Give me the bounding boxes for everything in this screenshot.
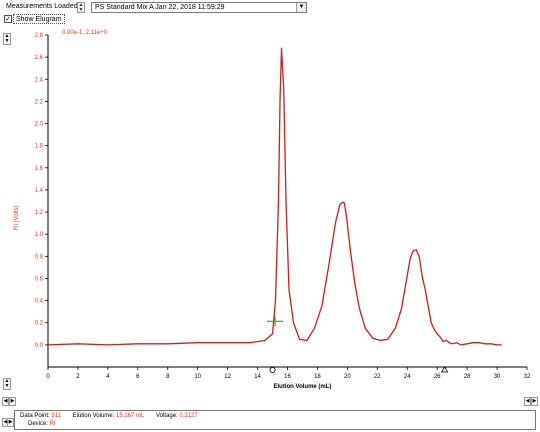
x-axis: 0 2 4 6 8 10 12 14 16 18 20 22 24 26 28 30 32 bbox=[46, 367, 531, 380]
arrow-right-icon[interactable]: ▶ bbox=[8, 419, 13, 425]
x-tick-label: 2 bbox=[76, 374, 80, 380]
y-tick-label: 0.0 bbox=[35, 343, 44, 349]
toolbar: Measurements Loaded 1: ▲ ▼ PS Standard M… bbox=[0, 0, 540, 14]
show-elugram-label: Show Elugram bbox=[13, 14, 65, 24]
y-axis-title: RI (Volts) bbox=[14, 205, 20, 230]
y-tick-label: 0.2 bbox=[35, 321, 44, 327]
show-elugram-checkbox[interactable]: ✓ bbox=[4, 15, 12, 23]
x-tick-label: 18 bbox=[314, 374, 321, 380]
x-tick-label: 4 bbox=[106, 374, 110, 380]
elution-volume-label: Elution Volume: bbox=[72, 413, 115, 419]
y-tick-label: 1.2 bbox=[35, 210, 44, 216]
x-tick-label: 28 bbox=[464, 374, 471, 380]
arrow-down-icon[interactable]: ▼ bbox=[4, 38, 10, 44]
arrow-right-icon[interactable]: ▶ bbox=[10, 398, 15, 404]
x-tick-label: 8 bbox=[166, 374, 170, 380]
x-tick-label: 16 bbox=[284, 374, 291, 380]
x-tick-label: 6 bbox=[136, 374, 140, 380]
x-tick-label: 0 bbox=[46, 374, 50, 380]
y-tick-label: 0.6 bbox=[35, 276, 44, 282]
arrow-left-icon[interactable]: ◀ bbox=[525, 398, 530, 404]
spinner-up-icon[interactable]: ▲ bbox=[78, 2, 84, 8]
arrow-left-icon[interactable]: ◀ bbox=[3, 398, 8, 404]
cursor-handle-icon[interactable] bbox=[269, 366, 276, 373]
measurement-spinner[interactable]: ▲ ▼ bbox=[77, 2, 85, 13]
y-tick-label: 2.2 bbox=[35, 99, 44, 105]
status-next-button[interactable]: ▶ bbox=[7, 418, 14, 427]
x-tick-label: 10 bbox=[194, 374, 201, 380]
voltage-label: Voltage: bbox=[156, 413, 178, 419]
scale-readout: 0.00e-1, 2.11e+0 bbox=[62, 30, 108, 36]
x-tick-label: 20 bbox=[344, 374, 351, 380]
y-tick-label: 1.4 bbox=[35, 188, 44, 194]
arrow-right-icon[interactable]: ▶ bbox=[532, 398, 537, 404]
measurement-select[interactable]: PS Standard Mix A Jan 22, 2018 11:59:29 … bbox=[91, 2, 307, 13]
arrow-left-icon[interactable]: ◀ bbox=[3, 419, 8, 425]
measurements-label: Measurements Loaded 1: bbox=[6, 3, 86, 10]
x-axis-title: Elution Volume (mL) bbox=[274, 384, 332, 390]
y-tick-label: 0.4 bbox=[35, 299, 44, 305]
arrow-up-icon[interactable]: ▲ bbox=[4, 378, 10, 384]
y-tick-label: 0.8 bbox=[35, 254, 44, 260]
y-axis: 0.0 0.2 0.4 0.6 0.8 1.0 1.2 1.4 1.6 1.8 2.0 2.2 2.4 2… bbox=[35, 33, 48, 349]
y-axis-bottom-stepper[interactable]: ▲ ▼ bbox=[3, 378, 11, 390]
x-tick-label: 12 bbox=[224, 374, 231, 380]
range-handle-icon[interactable] bbox=[440, 366, 449, 373]
x-tick-label: 30 bbox=[494, 374, 501, 380]
device-label: Device: bbox=[28, 421, 49, 427]
elution-volume-value: 15.167 mL bbox=[115, 413, 145, 419]
measurement-select-value: PS Standard Mix A Jan 22, 2018 11:59:29 bbox=[95, 4, 225, 11]
spinner-down-icon[interactable]: ▼ bbox=[78, 7, 84, 13]
y-tick-label: 1.0 bbox=[35, 232, 44, 238]
y-tick-label: 1.8 bbox=[35, 144, 44, 150]
x-tick-label: 24 bbox=[404, 374, 411, 380]
voltage-value: 0.2127 bbox=[179, 413, 198, 419]
y-axis-top-stepper[interactable]: ▲ ▼ bbox=[3, 33, 11, 45]
y-tick-label: 1.6 bbox=[35, 166, 44, 172]
y-tick-label: 2.6 bbox=[35, 55, 44, 61]
elugram-chart[interactable]: 0.00e-1, 2.11e+0 RI (Volts) Elution Volu… bbox=[0, 25, 540, 410]
y-tick-label: 2.4 bbox=[35, 77, 44, 83]
arrow-down-icon[interactable]: ▼ bbox=[4, 383, 10, 389]
device-value: RI bbox=[49, 421, 56, 427]
data-point-value: 911 bbox=[51, 413, 61, 419]
ri-trace-line bbox=[47, 47, 502, 346]
x-tick-label: 26 bbox=[434, 374, 441, 380]
data-point-status-panel: Data Point: 911 Elution Volume: 15.167 m… bbox=[14, 410, 536, 430]
arrow-up-icon[interactable]: ▲ bbox=[4, 33, 10, 39]
x-zoom-right-button[interactable]: ▶ bbox=[531, 397, 538, 406]
x-tick-label: 32 bbox=[524, 374, 531, 380]
x-scroll-right-button[interactable]: ▶ bbox=[9, 397, 16, 406]
x-tick-label: 22 bbox=[374, 374, 381, 380]
x-tick-label: 14 bbox=[254, 374, 261, 380]
data-point-label: Data Point: bbox=[20, 413, 50, 419]
chevron-down-icon[interactable]: ▼ bbox=[296, 3, 306, 12]
x-scroll-left-button[interactable]: ◀ bbox=[2, 397, 9, 406]
y-tick-label: 2.8 bbox=[35, 33, 44, 39]
y-tick-label: 2.0 bbox=[35, 122, 44, 128]
x-zoom-left-button[interactable]: ◀ bbox=[524, 397, 531, 406]
